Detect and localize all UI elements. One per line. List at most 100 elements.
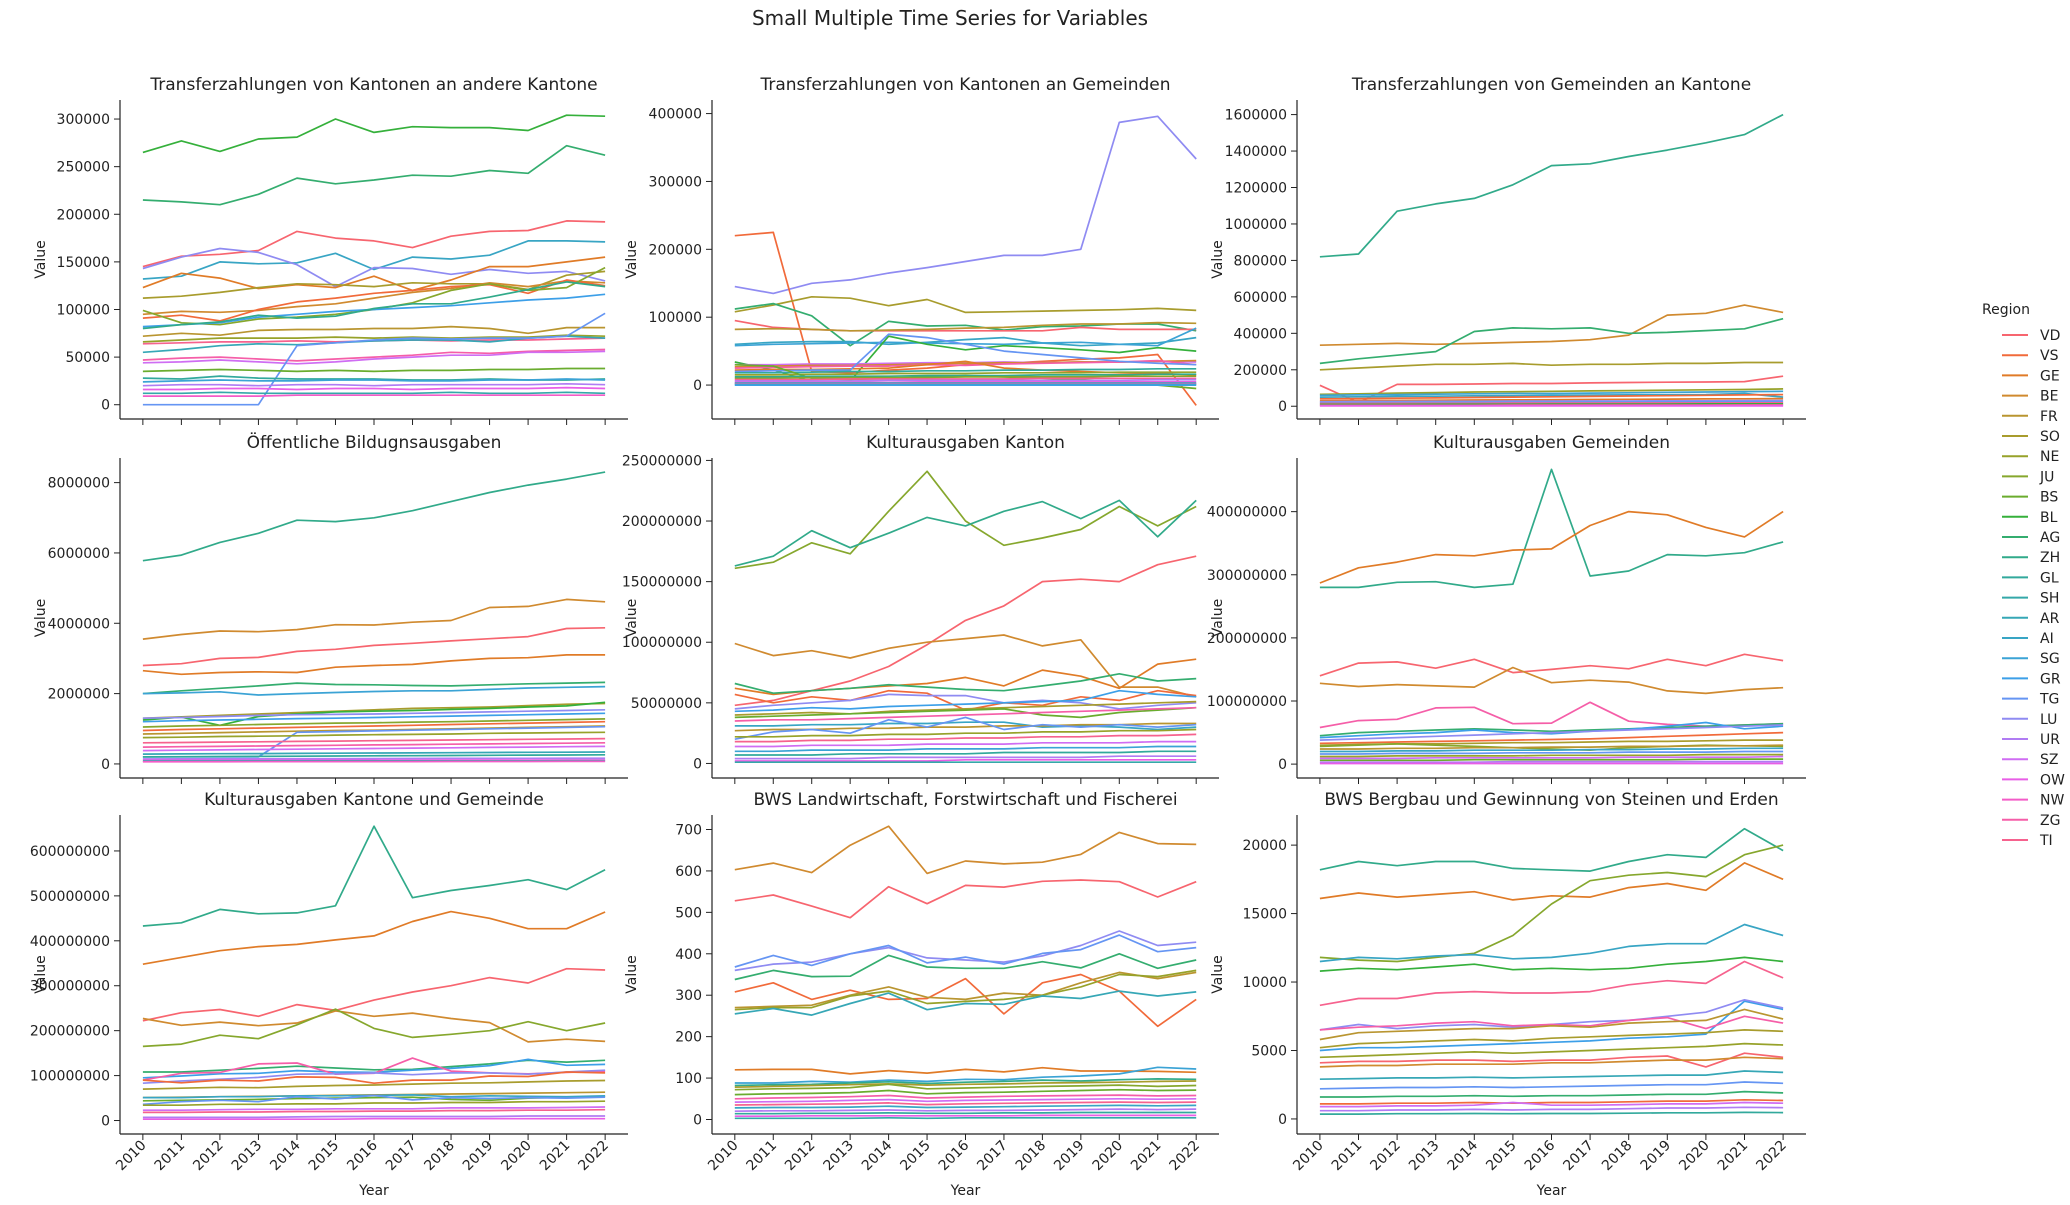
series-line — [735, 1102, 1196, 1105]
y-tick-label: 0 — [1278, 757, 1287, 773]
y-tick-label: 6000000 — [48, 546, 110, 562]
panel-grid: Transferzahlungen von Kantonen an andere… — [30, 75, 1806, 1199]
legend-title: Region — [1982, 302, 2030, 318]
y-tick-label: 0 — [1278, 399, 1287, 415]
y-axis-label: Value — [33, 240, 49, 278]
series-line — [143, 739, 605, 743]
x-tick-label: 2010 — [705, 1138, 742, 1175]
series-line — [1320, 363, 1783, 370]
series-line — [735, 694, 1196, 709]
series-line — [1320, 762, 1783, 763]
y-tick-label: 250000000 — [622, 453, 702, 469]
series-line — [1320, 863, 1783, 900]
legend-entry: VS — [2002, 348, 2059, 364]
legend-entry: NE — [2002, 449, 2059, 465]
y-tick-label: 200 — [675, 1030, 702, 1046]
x-tick-label: 2018 — [1599, 1138, 1636, 1175]
legend-label: TI — [2039, 833, 2053, 849]
y-tick-label: 200000 — [649, 242, 702, 258]
x-tick-label: 2021 — [1128, 1138, 1165, 1175]
series-line — [735, 1118, 1196, 1119]
y-tick-label: 200000000 — [622, 514, 702, 530]
series-line — [735, 756, 1196, 758]
legend-entry: ZH — [2002, 550, 2060, 566]
legend-entry: BL — [2002, 510, 2058, 526]
series-line — [735, 747, 1196, 752]
series-line — [735, 1105, 1196, 1108]
legend-label: BS — [2040, 490, 2058, 506]
y-tick-label: 50000000 — [631, 696, 702, 712]
panel-7: Kulturausgaben Kantone und Gemeinde01000… — [30, 790, 628, 1199]
x-tick-label: 2014 — [859, 1137, 896, 1174]
series-line — [1320, 1112, 1783, 1114]
legend-entry: JU — [2002, 469, 2054, 485]
legend-label: GL — [2040, 570, 2059, 586]
series-line — [143, 912, 605, 965]
legend-label: UR — [2040, 732, 2060, 748]
series-line — [735, 991, 1196, 1015]
series-group — [735, 116, 1196, 405]
x-tick-label: 2018 — [421, 1138, 458, 1175]
legend-label: NE — [2040, 449, 2059, 465]
legend-label: AI — [2040, 631, 2054, 647]
panel-3: Transferzahlungen von Gemeinden an Kanto… — [1210, 75, 1806, 425]
panel-9: BWS Bergbau und Gewinnung von Steinen un… — [1210, 790, 1806, 1199]
series-line — [1320, 305, 1783, 345]
legend-entry: SO — [2002, 429, 2060, 445]
panel-4: Öffentliche Bildugnsausgaben020000004000… — [33, 431, 628, 784]
y-axis-label: Value — [1210, 240, 1226, 278]
x-tick-label: 2015 — [897, 1138, 934, 1175]
x-tick-label: 2020 — [1676, 1138, 1713, 1175]
x-tick-label: 2012 — [782, 1138, 819, 1175]
series-line — [143, 1116, 605, 1117]
y-tick-label: 300000000 — [1207, 568, 1287, 584]
x-tick-label: 2017 — [974, 1138, 1011, 1175]
series-line — [143, 1101, 605, 1105]
x-tick-label: 2011 — [1329, 1138, 1366, 1175]
legend-entry: BE — [2002, 389, 2058, 405]
series-line — [1320, 1071, 1783, 1079]
series-line — [735, 691, 1196, 710]
x-tick-label: 2020 — [1090, 1138, 1127, 1175]
x-tick-label: 2019 — [1638, 1138, 1675, 1175]
y-tick-label: 0 — [693, 756, 702, 772]
x-tick-label: 2019 — [1051, 1138, 1088, 1175]
series-line — [143, 1060, 605, 1072]
series-group — [143, 472, 605, 762]
y-tick-label: 0 — [693, 378, 702, 394]
y-axis-label: Value — [624, 955, 640, 993]
series-line — [143, 628, 605, 666]
series-line — [735, 826, 1196, 873]
x-tick-label: 2021 — [537, 1138, 574, 1175]
y-tick-label: 700 — [675, 823, 702, 839]
x-tick-label: 2022 — [1753, 1138, 1790, 1175]
y-tick-label: 200000000 — [30, 1024, 110, 1040]
x-tick-label: 2022 — [1166, 1138, 1203, 1175]
series-line — [735, 760, 1196, 761]
x-tick-label: 2016 — [1522, 1137, 1559, 1174]
series-line — [735, 297, 1196, 313]
y-tick-label: 200000 — [1234, 363, 1287, 379]
legend-entry: VD — [2002, 328, 2060, 344]
legend-entry: AG — [2002, 530, 2060, 546]
y-axis-label: Value — [1210, 599, 1226, 637]
y-tick-label: 0 — [693, 1113, 702, 1129]
legend-entry: TI — [2002, 833, 2053, 849]
series-group — [1320, 829, 1783, 1114]
series-group — [143, 826, 605, 1119]
legend-label: SG — [2040, 651, 2060, 667]
series-line — [1320, 845, 1783, 961]
series-line — [143, 395, 605, 396]
legend-entry: FR — [2002, 409, 2058, 425]
series-line — [143, 146, 605, 205]
y-axis-label: Value — [624, 599, 640, 637]
series-line — [143, 369, 605, 372]
x-tick-label: 2016 — [936, 1137, 973, 1174]
y-tick-label: 100000 — [57, 302, 110, 318]
legend-entry: SH — [2002, 591, 2059, 607]
x-tick-label: 2011 — [152, 1138, 189, 1175]
series-line — [143, 969, 605, 1021]
y-tick-label: 250000 — [57, 160, 110, 176]
y-tick-label: 400000 — [1234, 326, 1287, 342]
